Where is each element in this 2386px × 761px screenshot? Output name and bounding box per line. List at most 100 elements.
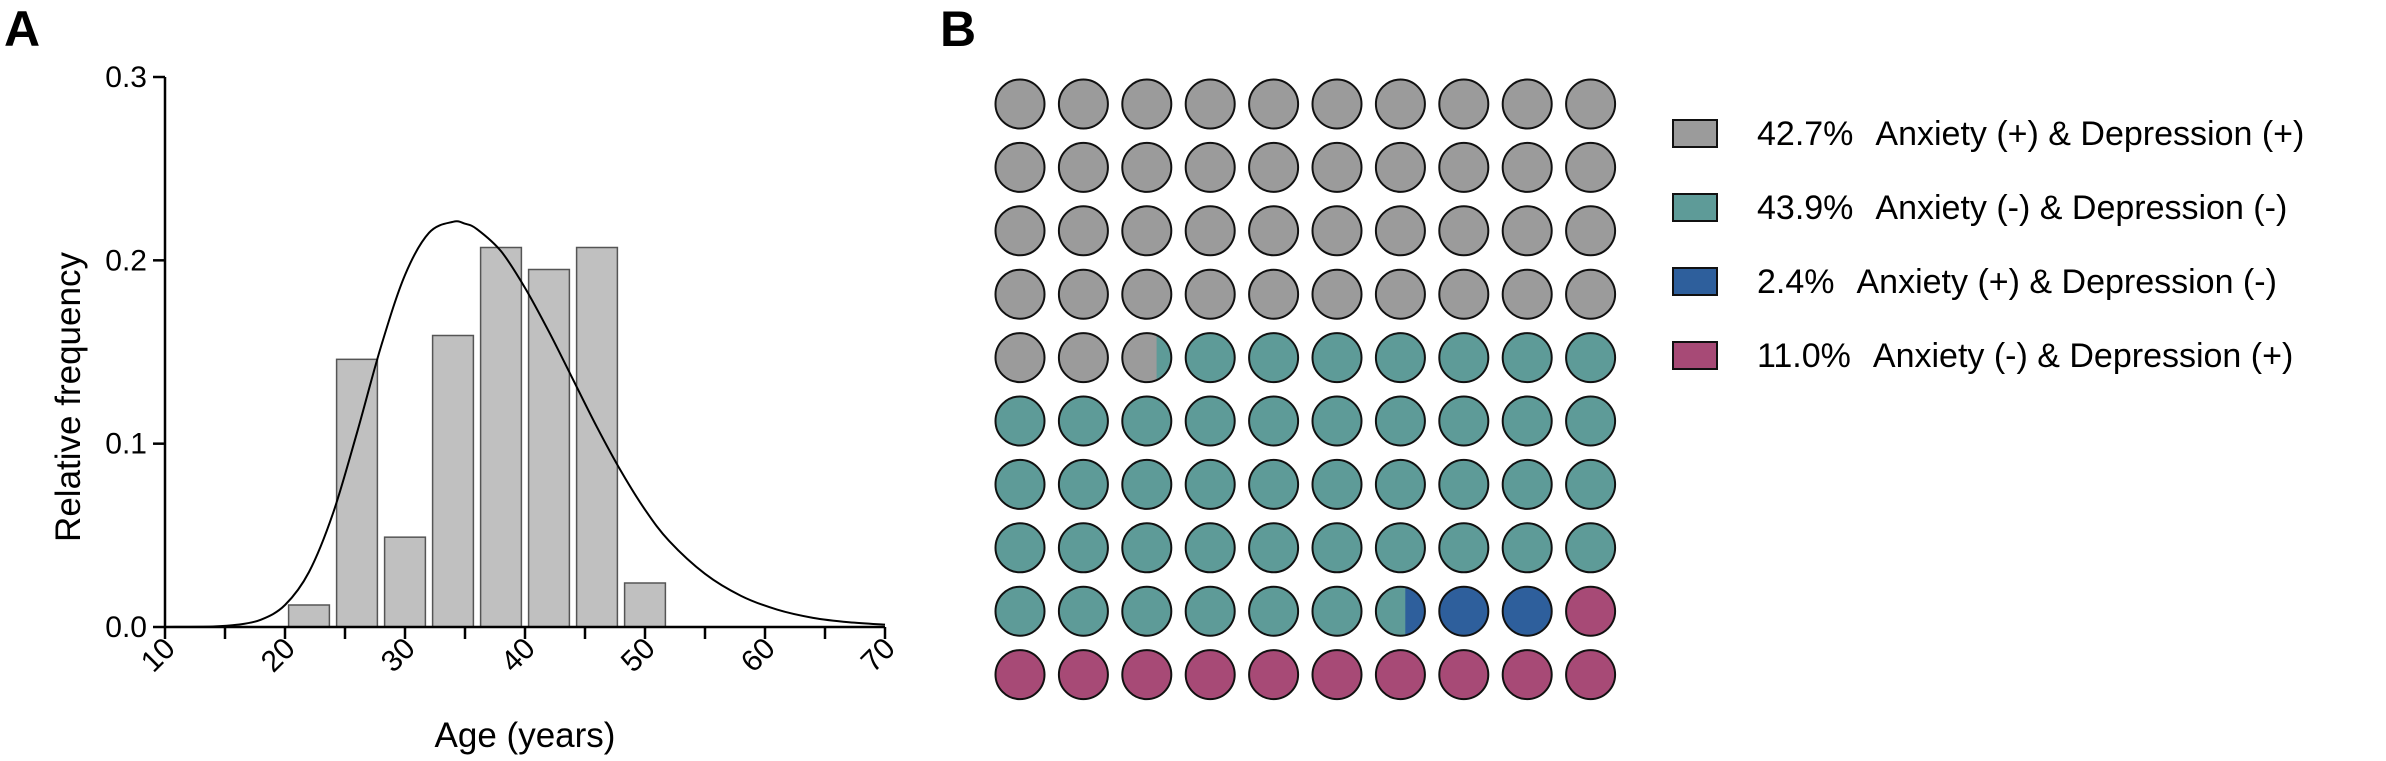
legend-percent: 43.9%: [1757, 189, 1853, 227]
waffle-cell-fill: [1566, 269, 1616, 319]
waffle-cell-outline: [1438, 649, 1490, 701]
waffle-cell-outline: [1374, 458, 1426, 510]
x-tick-label: 40: [495, 632, 542, 679]
waffle-cell-outline: [1057, 268, 1109, 320]
legend-item: 42.7% Anxiety (+) & Depression (+): [1672, 115, 2304, 153]
waffle-cell-outline: [1121, 585, 1173, 637]
waffle-cell-outline: [994, 522, 1046, 574]
waffle-cell-fill: [1122, 396, 1172, 446]
panel-a-label: A: [4, 1, 40, 57]
waffle-cell: [994, 585, 1046, 637]
waffle-cell-fill: [1122, 79, 1172, 129]
x-tick-label: 20: [255, 632, 302, 679]
waffle-cell-fill: [1439, 79, 1489, 129]
histogram-bar: [527, 268, 571, 628]
y-tick-label: 0.1: [105, 428, 147, 461]
waffle-cell-outline: [1565, 458, 1617, 510]
waffle-cell-outline: [1121, 205, 1173, 257]
legend-swatch: [1672, 119, 1718, 148]
waffle-cell: [1565, 141, 1617, 193]
x-axis-title: Age (years): [435, 716, 616, 755]
waffle-cell-fill: [1312, 142, 1362, 192]
legend-category: Anxiety (-) & Depression (-): [1875, 189, 2287, 227]
waffle-cell-outline: [1248, 141, 1300, 193]
waffle-cell-fill: [1249, 142, 1299, 192]
waffle-cell: [1565, 585, 1617, 637]
waffle-cell-outline: [1248, 395, 1300, 447]
waffle-cell-fill: [1375, 586, 1406, 636]
waffle-cell: [1121, 395, 1173, 447]
waffle-cell: [1121, 268, 1173, 320]
legend-swatch: [1672, 193, 1718, 222]
waffle-cell-fill: [1058, 586, 1108, 636]
waffle-cell-fill: [1185, 396, 1235, 446]
waffle-cell-outline: [994, 649, 1046, 701]
waffle-cell-outline: [1374, 522, 1426, 574]
waffle-cell-fill: [1375, 206, 1425, 256]
legend-swatch: [1672, 267, 1718, 296]
waffle-cell-fill: [1249, 459, 1299, 509]
waffle-cell-fill: [1439, 206, 1489, 256]
waffle-cell-fill: [1185, 206, 1235, 256]
waffle-cell-outline: [1501, 458, 1553, 510]
waffle-cell-fill: [1312, 333, 1362, 383]
legend-percent: 42.7%: [1757, 115, 1853, 153]
waffle-cell: [1374, 585, 1426, 637]
waffle-cell-outline: [1565, 205, 1617, 257]
waffle-cell-outline: [1565, 141, 1617, 193]
waffle-cell: [994, 141, 1046, 193]
waffle-cell: [1374, 395, 1426, 447]
waffle-grid: [994, 78, 1617, 701]
waffle-cell: [994, 332, 1046, 384]
waffle-cell-outline: [1184, 585, 1236, 637]
waffle-cell-outline: [1501, 649, 1553, 701]
waffle-cell: [1565, 78, 1617, 130]
waffle-cell: [1184, 332, 1236, 384]
waffle-cell-fill: [1502, 586, 1552, 636]
waffle-cell: [1374, 332, 1426, 384]
waffle-cell: [1565, 205, 1617, 257]
waffle-cell: [1248, 332, 1300, 384]
waffle-cell: [1248, 205, 1300, 257]
waffle-cell-fill: [995, 79, 1045, 129]
waffle-cell-fill: [1566, 650, 1616, 700]
waffle-cell-outline: [1438, 522, 1490, 574]
waffle-cell-fill: [995, 142, 1045, 192]
waffle-cell: [1501, 649, 1553, 701]
waffle-cell-outline: [1565, 78, 1617, 130]
waffle-cell-fill: [1312, 586, 1362, 636]
waffle-cell-fill: [1185, 142, 1235, 192]
waffle-cell: [1311, 78, 1363, 130]
waffle-cell-outline: [1184, 78, 1236, 130]
waffle-cell: [1057, 649, 1109, 701]
waffle-cell-fill: [1122, 650, 1172, 700]
waffle-cell: [1501, 522, 1553, 574]
waffle-cell: [1248, 649, 1300, 701]
histogram-bar: [479, 246, 523, 628]
x-tick-label: 50: [615, 632, 662, 679]
waffle-cell-fill: [1249, 333, 1299, 383]
legend-item: 43.9% Anxiety (-) & Depression (-): [1672, 189, 2287, 227]
waffle-cell: [1248, 78, 1300, 130]
waffle-cell: [1121, 332, 1173, 384]
waffle-cell: [1121, 522, 1173, 574]
waffle-cell-outline: [1438, 205, 1490, 257]
waffle-cell-fill: [1439, 523, 1489, 573]
waffle-cell: [1438, 458, 1490, 510]
waffle-cell-outline: [1311, 458, 1363, 510]
waffle-cell-outline: [1438, 395, 1490, 447]
waffle-cell-outline: [1374, 268, 1426, 320]
legend-label: 42.7% Anxiety (+) & Depression (+): [1757, 115, 2304, 153]
waffle-cell: [1565, 332, 1617, 384]
waffle-cell: [994, 458, 1046, 510]
waffle-cell: [1057, 458, 1109, 510]
waffle-cell-outline: [1057, 395, 1109, 447]
waffle-cell: [1184, 141, 1236, 193]
waffle-cell-fill: [1185, 586, 1235, 636]
waffle-cell-outline: [1501, 205, 1553, 257]
waffle-cell-outline: [1121, 395, 1173, 447]
waffle-cell-fill: [1502, 79, 1552, 129]
waffle-cell-fill: [1439, 650, 1489, 700]
waffle-cell-outline: [1248, 649, 1300, 701]
waffle-cell: [1057, 78, 1109, 130]
